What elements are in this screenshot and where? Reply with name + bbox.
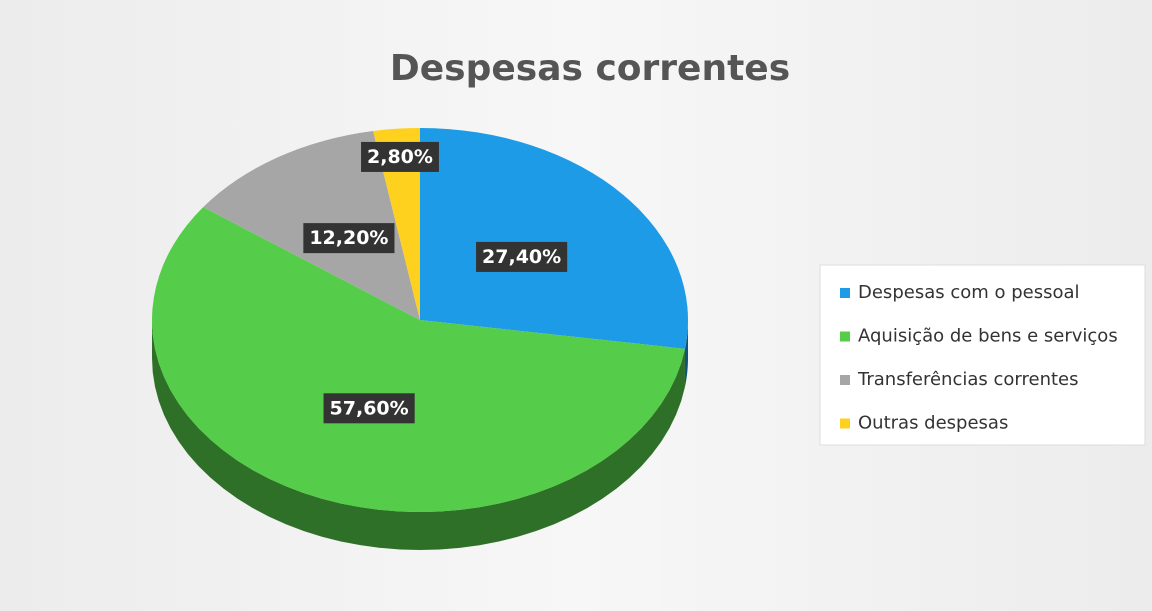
data-label-box xyxy=(323,393,415,424)
data-label-text: 27,40% xyxy=(482,246,561,268)
data-label: 27,40% xyxy=(476,241,568,272)
legend-swatch xyxy=(840,375,850,385)
data-label: 2,80% xyxy=(361,141,439,172)
slice xyxy=(152,207,685,513)
slice xyxy=(373,128,420,320)
legend-swatch xyxy=(840,331,850,342)
data-label: 57,60% xyxy=(323,393,415,424)
legend-box xyxy=(819,264,1146,446)
slice xyxy=(420,128,688,349)
slice-side xyxy=(684,320,688,387)
legend-label: Aquisição de bens e serviços xyxy=(858,326,1118,347)
data-label-text: 2,80% xyxy=(367,146,433,168)
data-label-box xyxy=(303,223,395,254)
legend-label: Transferências correntes xyxy=(857,369,1078,390)
data-label-text: 12,20% xyxy=(309,227,388,249)
legend-swatch xyxy=(840,418,850,429)
data-label-box xyxy=(476,241,568,272)
legend-label: Despesas com o pessoal xyxy=(858,282,1080,303)
slice-side xyxy=(152,320,685,550)
data-label: 12,20% xyxy=(303,223,395,254)
data-label-box xyxy=(361,141,439,172)
legend-swatch xyxy=(840,288,850,298)
chart-title: Despesas correntes xyxy=(390,48,790,89)
legend-label: Outras despesas xyxy=(858,413,1008,434)
data-label-text: 57,60% xyxy=(330,397,409,419)
